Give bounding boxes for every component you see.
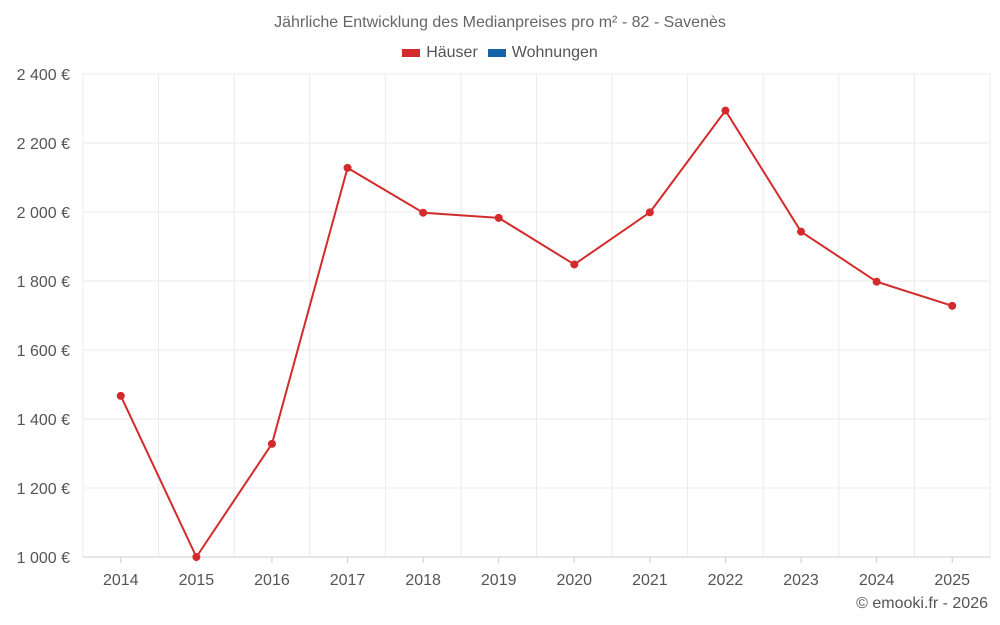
legend-label-houses: Häuser bbox=[426, 44, 478, 61]
y-tick-label: 1 800 € bbox=[17, 274, 70, 291]
data-point-2014 bbox=[116, 391, 125, 400]
data-point-2017 bbox=[343, 163, 352, 172]
legend-label-apartments: Wohnungen bbox=[511, 44, 598, 61]
chart-title: Jährliche Entwicklung des Medianpreises … bbox=[274, 14, 726, 31]
data-point-2019 bbox=[494, 213, 503, 222]
x-tick-label: 2017 bbox=[330, 572, 366, 589]
x-tick-label: 2022 bbox=[708, 572, 744, 589]
x-tick-label: 2024 bbox=[859, 572, 895, 589]
x-tick-label: 2019 bbox=[481, 572, 517, 589]
legend-item-houses[interactable]: Häuser bbox=[402, 44, 478, 62]
x-tick-label: 2021 bbox=[632, 572, 668, 589]
data-point-2015 bbox=[192, 553, 201, 561]
data-point-2025 bbox=[948, 301, 957, 310]
y-tick-label: 1 400 € bbox=[17, 412, 70, 429]
legend-swatch-houses bbox=[402, 49, 421, 57]
data-point-2023 bbox=[797, 227, 806, 236]
data-point-2024 bbox=[872, 277, 881, 286]
data-point-2022 bbox=[721, 106, 730, 115]
data-point-2021 bbox=[645, 208, 654, 217]
y-tick-label: 2 400 € bbox=[17, 67, 70, 84]
x-tick-label: 2023 bbox=[783, 572, 819, 589]
y-tick-label: 1 000 € bbox=[17, 550, 70, 567]
x-tick-label: 2016 bbox=[254, 572, 290, 589]
y-tick-label: 1 200 € bbox=[17, 481, 70, 498]
legend-swatch-apartments bbox=[487, 49, 506, 57]
y-tick-label: 2 000 € bbox=[17, 205, 70, 222]
legend-item-apartments[interactable]: Wohnungen bbox=[487, 44, 598, 62]
x-tick-label: 2020 bbox=[556, 572, 592, 589]
y-tick-label: 1 600 € bbox=[17, 343, 70, 360]
y-tick-label: 2 200 € bbox=[17, 136, 70, 153]
x-tick-label: 2014 bbox=[103, 572, 139, 589]
x-tick-label: 2018 bbox=[405, 572, 441, 589]
legend: Häuser Wohnungen bbox=[0, 44, 1000, 62]
x-tick-label: 2025 bbox=[934, 572, 970, 589]
series-line-houses bbox=[119, 109, 953, 558]
x-tick-label: 2015 bbox=[179, 572, 215, 589]
copyright-footer: © emooki.fr - 2026 bbox=[856, 595, 988, 612]
data-point-2016 bbox=[267, 439, 276, 448]
data-point-2020 bbox=[570, 260, 579, 269]
data-point-2018 bbox=[419, 208, 428, 217]
